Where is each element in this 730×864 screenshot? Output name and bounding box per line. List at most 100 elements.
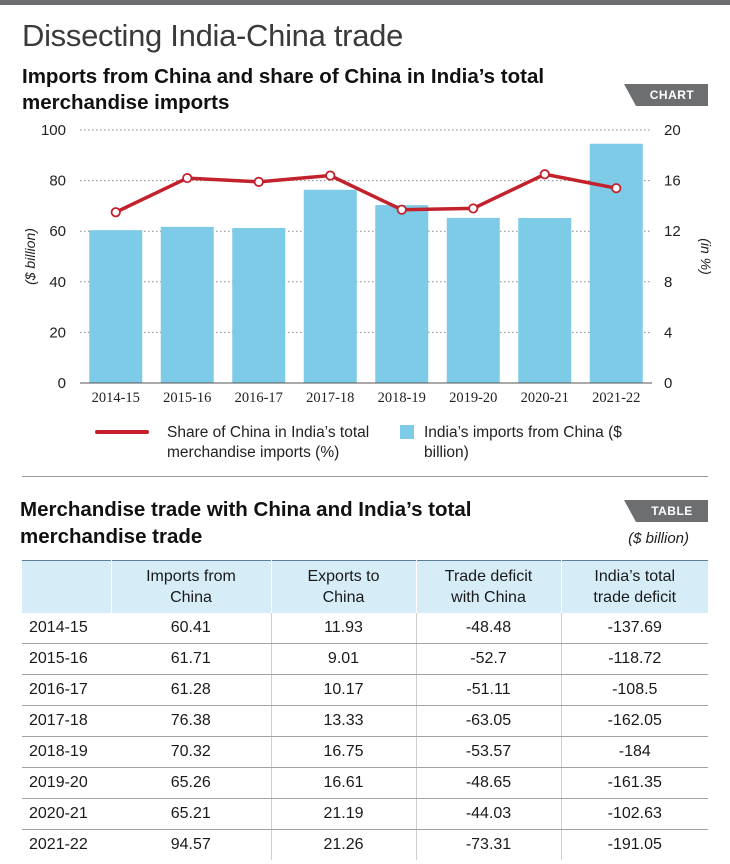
row-year-cell: 2014-15 [22,613,111,644]
share-point-2017-18 [325,170,336,181]
row-year-cell: 2017-18 [22,705,111,737]
y-tick-label: 60 [49,223,66,240]
chart-tag: CHART [624,84,708,106]
table-cell: 13.33 [271,705,417,737]
page-title: Dissecting India-China trade [22,18,404,53]
table-row: 2021-22 94.57 21.26 -73.31 -191.05 [22,829,708,860]
table-cell: -191.05 [607,836,662,853]
table-cell: -184 [561,736,708,768]
table-cell: 10.17 [271,674,417,706]
bar-2017-18 [303,189,357,383]
share-point-2021-22 [611,183,622,194]
share-point-2015-16 [182,172,193,184]
chart-title: Imports from China and share of China in… [22,65,545,114]
row-year-cell: 2015-16 [22,643,111,675]
table-row: 2018-19 70.32 16.75 -53.57 -184 [22,736,708,768]
column-header: India’s total trade deficit [561,560,708,613]
table-cell: 65.26 [111,767,272,799]
legend-line-label: Share of China in India’s total merchand… [167,424,370,461]
x-tick-label: 2015-16 [163,390,211,406]
column-header: Imports from China [111,560,272,613]
y2-tick-label: 8 [664,274,672,291]
row-year-cell: 2019-20 [22,767,111,799]
column-header: Exports to China [271,560,417,613]
row-year-cell: 2018-19 [22,736,111,768]
y2-tick-label: 20 [664,122,681,139]
table-row: 2014-15 60.41 11.93 -48.48 -137.69 [22,613,708,644]
bar-2020-21 [518,218,572,383]
legend-bar-label: India’s imports from China ($ billion) [424,424,622,461]
bar-2014-15 [89,230,143,383]
x-tick-label: 2014-15 [92,390,140,406]
legend-line-swatch [95,430,149,434]
y-tick-label: 20 [49,324,66,341]
table-cell: -48.65 [416,767,562,799]
table-cell: -48.48 [416,613,562,644]
y-tick-label: 80 [49,173,66,190]
table-cell: 76.38 [111,705,272,737]
table-cell: 94.57 [111,829,272,860]
table-cell: 65.21 [111,798,272,830]
y2-tick-label: 16 [664,173,681,190]
column-header [22,560,112,613]
y-tick-label: 40 [49,274,66,291]
table-title: Merchandise trade with China and India’s… [20,498,472,548]
bar-2016-17 [232,227,286,383]
row-year-cell: 2020-21 [22,798,111,830]
y2-tick-label: 4 [664,324,672,341]
table-cell: 16.75 [271,736,417,768]
x-tick-label: 2018-19 [378,390,426,406]
x-tick-label: 2019-20 [449,390,497,406]
table-cell: -44.03 [416,798,562,830]
bar-2018-19 [375,205,429,383]
y-tick-label: 100 [41,122,66,139]
share-point-2020-21 [539,169,550,180]
x-tick-label: 2020-21 [521,390,569,406]
bar-2015-16 [160,226,214,383]
section-divider [22,476,708,477]
table-row: 2015-16 61.71 9.01 -52.7 -118.72 [22,643,708,675]
table-cell: 9.01 [271,643,417,675]
x-tick-label: 2017-18 [306,390,354,406]
table-row: 2019-20 65.26 16.61 -48.65 -161.35 [22,767,708,799]
table-cell: -73.31 [416,829,562,860]
table-cell: -118.72 [561,643,708,675]
x-tick-label: 2021-22 [592,390,640,406]
combo-chart: 0 20 40 60 80 100 0 4 8 12 16 20 ($ billion) (in %) 20… [22,122,714,406]
table-cell: -102.63 [561,798,708,830]
bar-2019-20 [446,217,500,383]
table-cell: -161.35 [561,767,708,799]
table-cell: 60.41 [111,613,272,644]
share-point-2019-20 [468,203,479,214]
table-cell: -52.7 [416,643,562,675]
table-cell: -53.57 [416,736,562,768]
y-tick-label: 0 [58,375,66,392]
table-tag: TABLE [624,500,708,522]
trade-table: Imports from China Exports to China Trade … [22,560,708,860]
table-cell: 61.28 [111,674,272,706]
table-cell: 11.93 [271,613,417,644]
y2-tick-label: 12 [664,223,681,240]
table-row: 2017-18 76.38 13.33 -63.05 -162.05 [22,705,708,737]
top-accent-bar [0,0,730,5]
table-cell: 70.32 [111,736,272,768]
table-cell: -63.05 [416,705,562,737]
legend-bar-swatch [400,425,414,439]
x-tick-label: 2016-17 [235,390,283,406]
row-year-cell: 2021-22 [29,836,88,853]
table-row: 2016-17 61.28 10.17 -51.11 -108.5 [22,674,708,706]
table-cell: -137.69 [561,613,708,644]
table-row: 2020-21 65.21 21.19 -44.03 -102.63 [22,798,708,830]
y2-tick-label: 0 [664,375,672,392]
table-body: 2014-15 60.41 11.93 -48.48 -137.69 2015-16 61.… [22,613,708,860]
table-header-row: Imports from China Exports to China Trade … [22,560,708,613]
y-axis-title: ($ billion) [22,228,38,285]
table-cell: 21.26 [271,829,417,860]
bar-2021-22 [589,143,643,383]
column-header: Trade deficit with China [416,560,562,613]
row-year-cell: 2016-17 [22,674,111,706]
share-line [114,172,617,214]
table-cell: 61.71 [111,643,272,675]
table-cell: 16.61 [271,767,417,799]
share-point-2018-19 [396,204,407,215]
